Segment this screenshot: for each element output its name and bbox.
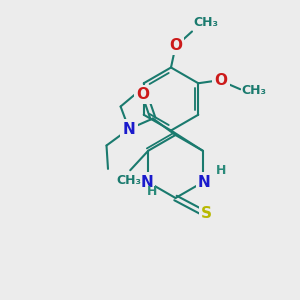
Text: N: N — [140, 175, 153, 190]
Text: O: O — [169, 38, 182, 52]
Text: N: N — [123, 122, 135, 136]
Text: CH₃: CH₃ — [116, 174, 141, 187]
Text: O: O — [214, 73, 227, 88]
Text: CH₃: CH₃ — [194, 16, 218, 29]
Text: S: S — [201, 206, 212, 220]
Text: CH₃: CH₃ — [242, 84, 267, 97]
Text: N: N — [198, 175, 211, 190]
Text: H: H — [147, 185, 157, 198]
Text: H: H — [215, 164, 226, 177]
Text: O: O — [136, 87, 150, 102]
